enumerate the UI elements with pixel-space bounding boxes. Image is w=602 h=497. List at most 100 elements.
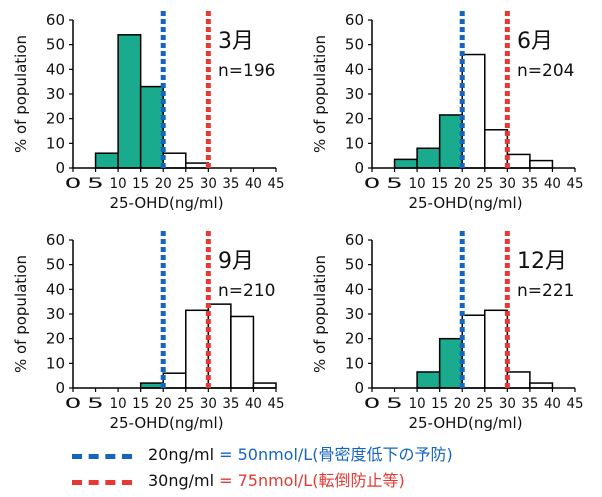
x-tick-label: 15 (132, 176, 149, 192)
x-tick-label: 30 (200, 396, 217, 412)
x-tick-label: 30 (200, 176, 217, 192)
y-axis-label: % of population (311, 255, 329, 373)
bar (529, 159, 554, 169)
x-tick-label: 20 (155, 176, 172, 192)
bar (139, 85, 164, 169)
x-tick-label: 45 (567, 396, 584, 412)
x-tick-label: 5 (386, 396, 403, 412)
legend-key-30: 30ng/ml (148, 471, 215, 490)
x-tick-label: 30 (499, 176, 516, 192)
y-axis-label: % of population (12, 35, 30, 153)
x-tick-label: 5 (87, 396, 104, 412)
x-tick-label: 45 (268, 396, 285, 412)
y-tick-label: 0 (55, 159, 65, 177)
bar (185, 309, 210, 389)
x-tick-label: 25 (177, 396, 194, 412)
y-tick-label: 10 (46, 354, 65, 372)
y-tick-label: 30 (46, 305, 65, 323)
x-tick-label: 20 (454, 176, 471, 192)
y-tick-label: 60 (345, 231, 364, 249)
y-tick-label: 20 (46, 330, 65, 348)
bar (506, 153, 531, 169)
x-axis-label: 25-OHD(ng/ml) (408, 414, 522, 432)
y-tick-label: 10 (345, 354, 364, 372)
legend-item-30: 30ng/ml = 75nmol/L(転倒防止等) (72, 471, 572, 497)
bar (461, 53, 486, 169)
x-tick-label: 0 (65, 176, 82, 192)
x-tick-label: 40 (544, 176, 561, 192)
y-tick-label: 0 (55, 379, 65, 397)
y-tick-label: 50 (345, 36, 364, 54)
bar (438, 337, 463, 389)
y-tick-label: 20 (46, 110, 65, 128)
y-tick-label: 40 (345, 60, 364, 78)
bar (393, 158, 418, 169)
y-tick-label: 50 (46, 36, 65, 54)
x-tick-label: 35 (521, 176, 538, 192)
x-tick-label: 20 (155, 396, 172, 412)
bar (162, 152, 187, 169)
x-tick-label: 35 (222, 176, 239, 192)
n-label: n=210 (218, 281, 275, 301)
legend: 20ng/ml = 50nmol/L(骨密度低下の予防) 30ng/ml = 75n… (72, 445, 572, 497)
x-tick-label: 20 (454, 396, 471, 412)
x-tick-label: 10 (110, 396, 127, 412)
legend-eq-30: = (219, 471, 233, 490)
bar (484, 129, 509, 169)
legend-key-20: 20ng/ml (148, 445, 215, 464)
x-tick-label: 5 (87, 176, 104, 192)
x-tick-label: 35 (521, 396, 538, 412)
y-tick-label: 60 (46, 231, 65, 249)
n-label: n=221 (517, 281, 574, 301)
y-tick-label: 60 (46, 11, 65, 29)
legend-line-blue (72, 454, 132, 459)
x-tick-label: 45 (268, 176, 285, 192)
y-tick-label: 0 (354, 159, 364, 177)
x-tick-label: 10 (409, 396, 426, 412)
x-tick-label: 15 (431, 176, 448, 192)
x-axis-label: 25-OHD(ng/ml) (408, 194, 522, 212)
y-axis-label: % of population (311, 35, 329, 153)
x-tick-label: 15 (132, 396, 149, 412)
y-tick-label: 60 (345, 11, 364, 29)
month-label: 3月 (218, 29, 254, 54)
n-label: n=204 (517, 61, 574, 81)
bar (506, 371, 531, 389)
y-tick-label: 20 (345, 330, 364, 348)
y-tick-label: 20 (345, 110, 364, 128)
x-tick-label: 25 (177, 176, 194, 192)
y-tick-label: 30 (46, 85, 65, 103)
n-label: n=196 (218, 61, 275, 81)
bar (94, 152, 119, 169)
y-tick-label: 50 (345, 256, 364, 274)
legend-line-red (72, 480, 132, 485)
x-axis-label: 25-OHD(ng/ml) (109, 194, 223, 212)
x-tick-label: 15 (431, 396, 448, 412)
x-tick-label: 25 (476, 176, 493, 192)
bar (416, 147, 441, 169)
x-tick-label: 40 (544, 396, 561, 412)
x-tick-label: 40 (245, 396, 262, 412)
bar (416, 371, 441, 389)
x-tick-label: 10 (409, 176, 426, 192)
legend-detail-20: 50nmol/L(骨密度低下の予防) (237, 445, 453, 464)
bar (207, 303, 232, 389)
bar (117, 34, 142, 169)
legend-eq-20: = (219, 445, 233, 464)
x-tick-label: 40 (245, 176, 262, 192)
y-tick-label: 40 (46, 280, 65, 298)
month-label: 6月 (517, 29, 553, 54)
y-tick-label: 40 (46, 60, 65, 78)
y-tick-label: 30 (345, 305, 364, 323)
x-tick-label: 0 (364, 176, 381, 192)
legend-item-20: 20ng/ml = 50nmol/L(骨密度低下の予防) (72, 445, 572, 471)
x-tick-label: 35 (222, 396, 239, 412)
bar (162, 372, 187, 389)
y-tick-label: 10 (46, 134, 65, 152)
legend-detail-30: 75nmol/L(転倒防止等) (237, 471, 405, 490)
bar (438, 114, 463, 169)
y-tick-label: 40 (345, 280, 364, 298)
